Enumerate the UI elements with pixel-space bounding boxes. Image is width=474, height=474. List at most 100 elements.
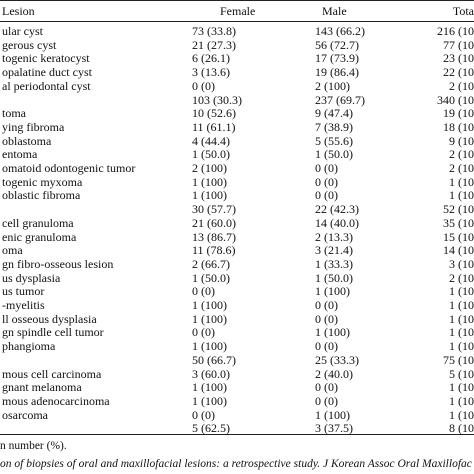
male-cell: 19 (86.4): [315, 65, 359, 80]
male-cell: 1 (50.0): [315, 270, 353, 285]
female-cell: 1 (100): [192, 393, 227, 408]
total-cell: 19 (10: [443, 106, 474, 121]
male-cell: 1 (100): [315, 325, 350, 340]
female-cell: 13 (86.7): [192, 229, 236, 244]
footnote: n number (%).: [0, 440, 67, 452]
total-cell: 1 (10: [449, 311, 474, 326]
total-cell: 9 (10: [449, 133, 474, 148]
female-cell: 1 (100): [192, 339, 227, 354]
lesion-cell: gn fibro-osseous lesion: [2, 256, 114, 271]
lesion-cell: gnant melanoma: [2, 380, 82, 395]
total-cell: 1 (10: [449, 174, 474, 189]
total-cell: 75 (10: [443, 352, 474, 367]
male-cell: 1 (50.0): [315, 147, 353, 162]
total-cell: 18 (10: [443, 119, 474, 134]
male-cell: 0 (0): [315, 298, 338, 312]
female-cell: 3 (60.0): [192, 366, 230, 381]
female-cell: 21 (27.3): [192, 37, 236, 52]
total-cell: 2 (10: [449, 147, 474, 162]
lesion-cell: togenic keratocyst: [2, 51, 90, 66]
female-cell: 10 (52.6): [192, 106, 236, 121]
female-cell: 0 (0): [192, 407, 215, 422]
female-cell: 0 (0): [192, 325, 215, 340]
header-male: Male: [322, 4, 347, 18]
male-cell: 0 (0): [315, 380, 338, 395]
male-cell: 2 (40.0): [315, 366, 353, 381]
female-cell: 1 (50.0): [192, 147, 230, 162]
female-cell: 11 (61.1): [192, 119, 236, 134]
total-cell: 1 (10: [449, 284, 474, 299]
female-cell: 3 (13.6): [192, 65, 230, 80]
total-cell: 14 (10: [443, 243, 474, 258]
total-cell: 1 (10: [449, 393, 474, 408]
lesion-cell: ular cyst: [2, 24, 43, 38]
total-cell: 216 (10: [437, 24, 474, 38]
lesion-cell: oblastoma: [2, 133, 52, 148]
lesion-cell: togenic myxoma: [2, 174, 83, 189]
female-cell: 4 (44.4): [192, 133, 230, 148]
female-cell: 0 (0): [192, 284, 215, 299]
female-cell: 1 (100): [192, 174, 227, 189]
header-total: Tota: [452, 4, 474, 18]
lesion-cell: osarcoma: [2, 407, 48, 422]
male-cell: 143 (66.2): [315, 24, 365, 38]
male-cell: 7 (38.9): [315, 119, 353, 134]
female-cell: 2 (100): [192, 161, 227, 175]
male-cell: 3 (21.4): [315, 243, 353, 258]
total-cell: 3 (10: [449, 256, 474, 271]
total-cell: 15 (10: [443, 229, 474, 244]
male-cell: 25 (33.3): [315, 352, 359, 367]
total-cell: 52 (10: [443, 202, 474, 217]
male-cell: 0 (0): [315, 188, 338, 203]
total-cell: 340 (10: [437, 92, 474, 107]
total-cell: 22 (10: [443, 65, 474, 80]
female-cell: 0 (0): [192, 78, 215, 93]
lesion-cell: mous cell carcinoma: [2, 366, 102, 381]
total-cell: 1 (10: [449, 380, 474, 395]
male-cell: 1 (100): [315, 407, 350, 422]
male-cell: 14 (40.0): [315, 215, 359, 230]
male-cell: 1 (33.3): [315, 256, 353, 271]
lesion-cell: omatoid odontogenic tumor: [2, 161, 136, 175]
total-cell: 8 (10: [449, 421, 474, 436]
header-lesion: Lesion: [2, 4, 35, 18]
lesion-cell: -myelitis: [2, 298, 45, 312]
lesion-cell: ll osseous dysplasia: [2, 311, 97, 326]
source: on of biopsies of oral and maxillofacial…: [0, 458, 474, 470]
female-cell: 1 (100): [192, 298, 227, 312]
lesion-cell: entoma: [2, 147, 38, 162]
lesion-cell: ying fibroma: [2, 119, 65, 134]
total-cell: 2 (10: [449, 161, 474, 175]
lesion-cell: opalatine duct cyst: [2, 65, 92, 80]
male-cell: 0 (0): [315, 161, 338, 175]
female-cell: 1 (100): [192, 380, 227, 395]
top-rule: [0, 0, 474, 1]
lesion-cell: gerous cyst: [2, 37, 57, 52]
lesion-cell: mous adenocarcinoma: [2, 393, 110, 408]
male-cell: 1 (100): [315, 284, 350, 299]
female-cell: 1 (50.0): [192, 270, 230, 285]
lesion-cell: oma: [2, 243, 23, 258]
lesion-cell: toma: [2, 106, 26, 121]
male-cell: 0 (0): [315, 311, 338, 326]
female-cell: 1 (100): [192, 188, 227, 203]
lesion-cell: us dysplasia: [2, 270, 61, 285]
total-cell: 2 (10: [449, 78, 474, 93]
male-cell: 56 (72.7): [315, 37, 359, 52]
male-cell: 3 (37.5): [315, 421, 353, 436]
lesion-cell: cell granuloma: [2, 215, 74, 230]
female-cell: 21 (60.0): [192, 215, 236, 230]
female-cell: 2 (66.7): [192, 256, 230, 271]
female-cell: 73 (33.8): [192, 24, 236, 38]
total-cell: 1 (10: [449, 407, 474, 422]
total-cell: 1 (10: [449, 298, 474, 312]
male-cell: 0 (0): [315, 393, 338, 408]
female-cell: 50 (66.7): [192, 352, 236, 367]
total-cell: 1 (10: [449, 339, 474, 354]
total-cell: 1 (10: [449, 325, 474, 340]
male-cell: 2 (100): [315, 78, 350, 93]
male-cell: 22 (42.3): [315, 202, 359, 217]
lesion-cell: oblastic fibroma: [2, 188, 81, 203]
male-cell: 9 (47.4): [315, 106, 353, 121]
